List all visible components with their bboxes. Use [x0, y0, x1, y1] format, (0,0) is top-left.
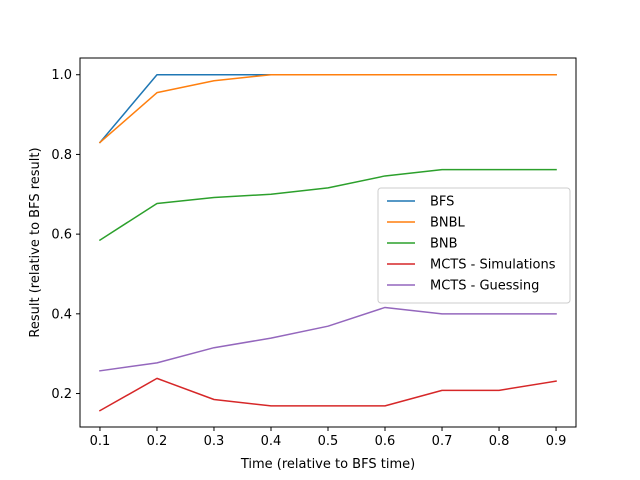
x-tick-label: 0.8: [489, 434, 510, 449]
x-tick-label: 0.7: [432, 434, 453, 449]
y-tick-label: 0.2: [51, 387, 72, 402]
x-axis-label: Time (relative to BFS time): [240, 457, 415, 472]
x-tick-label: 0.4: [261, 434, 282, 449]
series-line-bnb: [98, 168, 557, 242]
legend-box: [377, 187, 571, 304]
legend-label-bnb: BNB: [430, 237, 458, 252]
legend: BFS BNBL BNB MCTS - Simulations MCTS - Guess…: [377, 187, 571, 304]
series-line-bnbl: [98, 73, 557, 144]
series-line-mcts-simulations: [98, 377, 557, 412]
x-tick-label: 0.2: [147, 434, 168, 449]
y-axis: 0.2 0.4 0.6 0.8 1.0: [51, 68, 80, 402]
series-lines: [98, 73, 557, 412]
y-tick-label: 0.4: [51, 307, 72, 322]
y-tick-label: 1.0: [51, 68, 72, 83]
x-tick-label: 0.3: [204, 434, 225, 449]
x-tick-label: 0.1: [90, 434, 111, 449]
legend-label-mcts-guessing: MCTS - Guessing: [430, 279, 539, 294]
x-tick-label: 0.5: [318, 434, 339, 449]
series-line-mcts-guessing: [99, 306, 557, 372]
y-axis-label: Result (relative to BFS result): [28, 147, 43, 337]
legend-label-bnbl: BNBL: [430, 216, 466, 231]
y-tick-label: 0.6: [51, 228, 72, 243]
legend-label-bfs: BFS: [430, 195, 454, 210]
x-axis: 0.1 0.2 0.3 0.4 0.5 0.6 0.7 0.8 0.9: [90, 427, 567, 449]
x-tick-label: 0.6: [375, 434, 396, 449]
y-tick-label: 0.8: [51, 148, 72, 163]
x-tick-label: 0.9: [546, 434, 567, 449]
legend-label-mcts-simulations: MCTS - Simulations: [430, 258, 556, 273]
